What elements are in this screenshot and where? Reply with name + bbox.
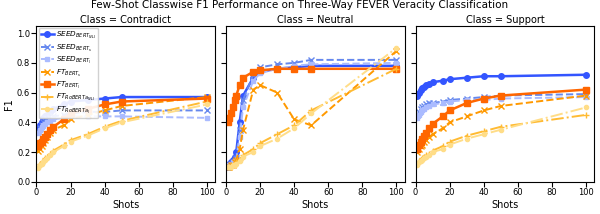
- Text: Few-Shot Classwise F1 Performance on Three-Way FEVER Veracity Classification: Few-Shot Classwise F1 Performance on Thr…: [91, 0, 509, 10]
- X-axis label: Shots: Shots: [112, 200, 139, 210]
- Title: Class = Neutral: Class = Neutral: [277, 15, 353, 25]
- X-axis label: Shots: Shots: [302, 200, 329, 210]
- Legend: $SEED_{BERT_{NLI}}$, $SEED_{BERT_s}$, $SEED_{BERT_l}$, $FT_{BERT_s}$, $FT_{BERT_: $SEED_{BERT_{NLI}}$, $SEED_{BERT_s}$, $S…: [38, 28, 98, 118]
- Y-axis label: F1: F1: [4, 98, 14, 110]
- X-axis label: Shots: Shots: [491, 200, 518, 210]
- Title: Class = Support: Class = Support: [466, 15, 544, 25]
- Title: Class = Contradict: Class = Contradict: [80, 15, 172, 25]
